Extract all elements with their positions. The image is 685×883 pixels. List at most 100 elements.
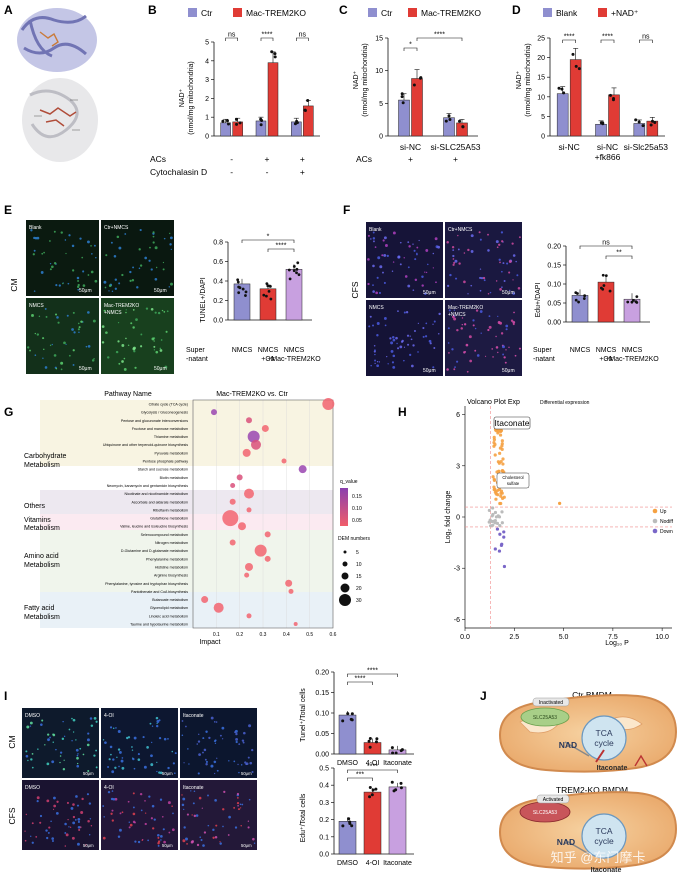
data-point — [296, 261, 300, 265]
data-point — [295, 271, 298, 275]
data-point — [269, 297, 273, 301]
bubble — [293, 622, 298, 626]
cell-speck — [210, 716, 214, 720]
data-point — [391, 751, 395, 755]
cell-speck — [87, 819, 90, 823]
data-point — [260, 118, 264, 122]
bar — [388, 786, 407, 855]
cell-speck — [92, 319, 96, 323]
bubble — [245, 562, 253, 571]
cell-speck — [222, 825, 224, 828]
cell-speck — [78, 326, 81, 329]
category-label: si-SLC25A53 — [430, 142, 480, 152]
category-sublabel: +Ctr — [261, 356, 275, 363]
cell-speck — [29, 725, 32, 727]
data-point — [225, 119, 229, 123]
point-nodiff — [487, 520, 491, 524]
data-point — [577, 300, 580, 304]
point-down — [493, 547, 497, 551]
y-tick-label: 25 — [537, 36, 545, 43]
nad-label: NAD — [559, 740, 577, 750]
bubble — [251, 439, 261, 450]
cell-speck — [249, 761, 253, 765]
cell-speck — [45, 315, 48, 318]
data-point — [295, 267, 299, 271]
cell-speck — [41, 252, 44, 255]
legend-dot — [652, 518, 658, 524]
category-label: NMCS — [570, 347, 591, 354]
cell-speck — [399, 263, 402, 266]
cell-speck — [55, 284, 58, 287]
category-sublabel: +Mac-TREM2KO — [605, 356, 659, 363]
data-point — [394, 751, 398, 755]
cell-speck — [479, 238, 482, 241]
cell-speck — [157, 841, 160, 845]
cell-speck — [117, 748, 121, 751]
cell-speck — [114, 278, 118, 281]
cell-speck — [111, 790, 114, 792]
cell-speck — [213, 721, 216, 723]
cell-speck — [448, 309, 451, 312]
cell-speck — [103, 309, 106, 312]
cell-speck — [93, 244, 96, 247]
legend-label-ctr: Ctr — [381, 8, 393, 18]
cell-speck — [120, 759, 124, 763]
cell-speck — [73, 331, 76, 334]
cell-speck — [78, 331, 80, 333]
q-colorbar — [340, 488, 348, 526]
cell-speck — [44, 744, 46, 746]
cell-speck — [124, 233, 127, 235]
cell-speck — [144, 822, 147, 826]
category-sublabel: +Ctr — [599, 356, 613, 363]
cell-speck — [384, 324, 387, 327]
cell-speck — [374, 353, 376, 356]
cell-speck — [107, 790, 111, 794]
cell-speck — [25, 750, 28, 753]
cell-speck — [221, 726, 225, 730]
chart-i-edu: 0.0 0.1 0.2 0.3 0.4 0.5 DMSO 4-OI Itaconate *****… — [319, 764, 414, 867]
cell-speck — [68, 826, 70, 828]
pathway-label: Thiamine metabolism — [154, 435, 188, 439]
cell-speck — [63, 341, 66, 345]
cell-speck — [397, 310, 399, 313]
point-nodiff — [491, 523, 495, 527]
cell-speck — [456, 360, 459, 363]
cell-speck — [200, 839, 203, 842]
condition-sign: - — [230, 167, 233, 177]
bar — [259, 288, 277, 321]
point-nodiff — [500, 521, 504, 525]
cell-speck — [164, 365, 168, 369]
image-label: Itaconate — [183, 713, 204, 719]
cell-speck — [68, 354, 71, 357]
data-point — [368, 785, 372, 789]
cell-speck — [137, 753, 140, 756]
bubble — [244, 488, 254, 499]
y-tick-label: 0.3 — [319, 800, 329, 807]
data-point — [371, 788, 375, 792]
cell-speck — [47, 738, 50, 742]
cell-speck — [492, 356, 494, 358]
cell-speck — [222, 808, 225, 811]
cell-speck — [156, 722, 158, 725]
y-tick-label: 10 — [537, 94, 545, 101]
cell-speck — [416, 252, 418, 255]
cell-speck — [197, 772, 200, 775]
cell-speck — [376, 321, 380, 325]
cell-speck — [115, 727, 117, 729]
cell-speck — [457, 234, 459, 237]
cell-speck — [76, 842, 80, 846]
cell-speck — [170, 248, 172, 251]
cell-speck — [422, 335, 425, 338]
cell-speck — [452, 263, 455, 266]
cell-speck — [40, 271, 44, 274]
cell-speck — [495, 280, 498, 282]
slc-label: SLC25A53 — [533, 810, 557, 816]
y-tick-label: 15 — [537, 75, 545, 82]
cell-speck — [166, 310, 169, 313]
cell-speck — [375, 291, 379, 295]
point-up — [498, 451, 502, 455]
cell-speck — [203, 831, 207, 834]
cell-speck — [127, 344, 130, 347]
data-point — [368, 795, 372, 799]
pathway-label: Ubiquinone and other terpenoid-quinone b… — [103, 443, 188, 447]
